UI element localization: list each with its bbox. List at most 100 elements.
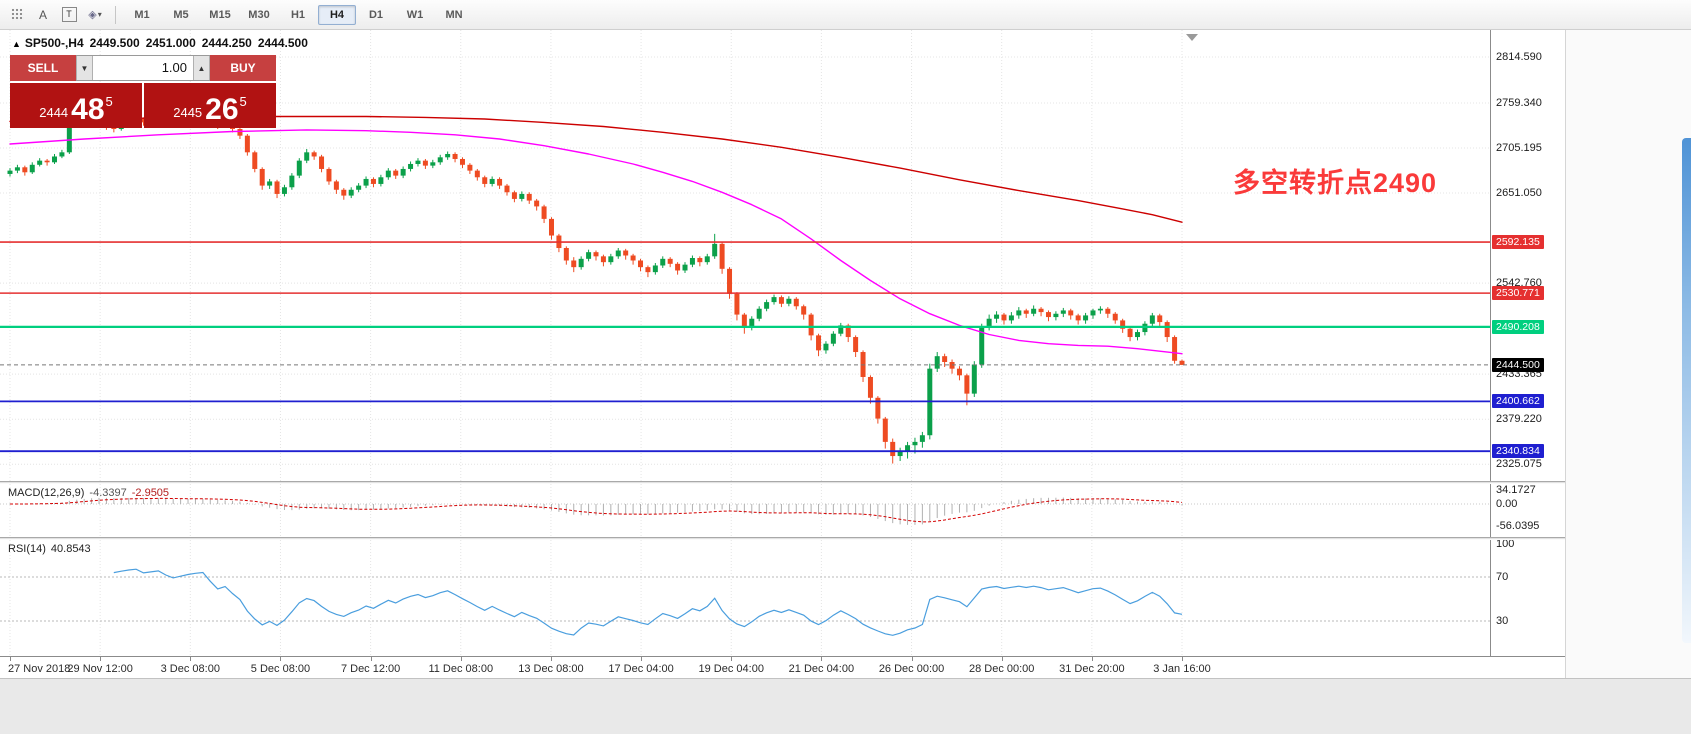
time-axis-tick <box>731 657 733 661</box>
bid-prefix: 2444 <box>39 105 69 120</box>
panel-splitter-macd[interactable] <box>0 481 1565 484</box>
price-axis-label: 2325.075 <box>1496 458 1542 470</box>
bid-price-button[interactable]: 2444 48 5 <box>10 83 142 128</box>
bottom-strip <box>0 678 1691 734</box>
draw-tools-button[interactable]: ◈ ▾ <box>82 4 108 26</box>
time-axis-tick <box>100 657 102 661</box>
price-level-tag: 2340.834 <box>1492 444 1544 458</box>
macd-axis-label: 0.00 <box>1496 498 1518 510</box>
ask-price-button[interactable]: 2445 26 5 <box>144 83 276 128</box>
time-axis-label: 29 Nov 12:00 <box>67 663 133 675</box>
rsi-axis-label: 70 <box>1496 571 1509 583</box>
rsi-name: RSI(14) <box>8 543 46 555</box>
symbol-title: SP500-,H4 <box>24 36 84 50</box>
time-axis-label: 28 Dec 00:00 <box>968 663 1035 675</box>
price-level-tag: 2490.208 <box>1492 320 1544 334</box>
time-axis-tick <box>1182 657 1183 661</box>
time-axis-label: 21 Dec 04:00 <box>788 663 855 675</box>
time-axis-label: 27 Nov 2018 <box>8 663 71 675</box>
price-level-tag: 2400.662 <box>1492 394 1544 408</box>
timeframe-mn[interactable]: MN <box>445 8 463 21</box>
time-axis-tick <box>911 657 913 661</box>
rsi-axis-label: 30 <box>1496 615 1509 627</box>
macd-label: MACD(12,26,9) -4.3397 -2.9505 <box>8 487 169 499</box>
macd-main-value: -4.3397 <box>89 487 127 499</box>
sell-button[interactable]: SELL <box>10 55 76 81</box>
text-frame-icon: T <box>61 7 77 22</box>
ohlc-close: 2444.500 <box>257 36 308 50</box>
time-axis-tick <box>641 657 643 661</box>
ask-big-digits: 26 <box>205 93 239 126</box>
volume-box: ▼ ▲ <box>76 55 210 81</box>
time-axis-tick <box>821 657 823 661</box>
time-axis-tick <box>550 657 552 661</box>
timeframe-d1[interactable]: D1 <box>368 8 384 21</box>
chart-annotation-text: 多空转折点2490 <box>1233 168 1438 198</box>
chevron-down-icon: ▾ <box>97 10 102 19</box>
volume-step-up[interactable]: ▲ <box>193 56 210 80</box>
grid-dots-icon <box>10 8 24 21</box>
toolbar: A T ◈ ▾ M1 M5 M15 M30 H1 H4 D1 W1 MN <box>0 0 1691 30</box>
rsi-panel-canvas[interactable] <box>0 540 1490 656</box>
toolbar-separator <box>115 5 116 24</box>
time-axis-tick <box>280 657 282 661</box>
right-empty-area <box>1565 30 1691 678</box>
bid-pip-digit: 5 <box>105 94 113 109</box>
time-axis-label: 31 Dec 20:00 <box>1059 663 1125 675</box>
price-axis[interactable]: 2814.590 2759.340 2705.195 2651.050 2542.760… <box>1490 30 1565 656</box>
window-marker-icon: ▲ <box>12 39 21 49</box>
price-axis-label: 2759.340 <box>1496 97 1542 109</box>
buy-button[interactable]: BUY <box>210 55 276 81</box>
volume-step-down[interactable]: ▼ <box>76 56 93 80</box>
ohlc-open: 2449.500 <box>89 36 140 50</box>
time-axis-tick <box>10 657 11 661</box>
panel-splitter-rsi[interactable] <box>0 537 1565 540</box>
text-annotation-button[interactable]: A <box>30 4 56 26</box>
volume-input[interactable] <box>93 56 193 80</box>
macd-signal-value: -2.9505 <box>131 487 170 499</box>
price-axis-label: 2379.220 <box>1496 413 1542 425</box>
time-axis-tick <box>370 657 372 661</box>
time-axis-tick <box>190 657 192 661</box>
time-axis-label: 11 Dec 08:00 <box>428 663 494 675</box>
rsi-value: 40.8543 <box>50 543 91 555</box>
ohlc-low: 2444.250 <box>201 36 252 50</box>
time-axis-label: 17 Dec 04:00 <box>608 663 674 675</box>
timeframe-m15[interactable]: M15 <box>209 8 231 21</box>
rsi-label: RSI(14) 40.8543 <box>8 543 91 555</box>
ask-pip-digit: 5 <box>239 94 247 109</box>
time-axis-label: 7 Dec 12:00 <box>340 663 401 675</box>
text-frame-button[interactable]: T <box>56 4 82 26</box>
time-axis-tick <box>1091 657 1093 661</box>
time-axis-label: 3 Jan 16:00 <box>1153 663 1211 675</box>
rsi-axis-label: 100 <box>1496 538 1515 550</box>
timeframe-group: M1 M5 M15 M30 H1 H4 D1 W1 MN <box>123 4 473 25</box>
time-axis[interactable]: 27 Nov 2018 29 Nov 12:00 3 Dec 08:00 5 Dec … <box>0 656 1565 678</box>
ohlc-high: 2451.000 <box>145 36 196 50</box>
timeframe-m5[interactable]: M5 <box>173 8 189 21</box>
time-axis-tick <box>1001 657 1003 661</box>
chart-title: ▲ SP500-,H4 2449.500 2451.000 2444.250 2444.5… <box>12 36 314 50</box>
timeframe-m1[interactable]: M1 <box>134 8 150 21</box>
time-axis-label: 5 Dec 08:00 <box>250 663 311 675</box>
timeframe-w1[interactable]: W1 <box>406 8 424 21</box>
ask-prefix: 2445 <box>173 105 203 120</box>
time-axis-label: 26 Dec 00:00 <box>878 663 945 675</box>
shapes-icon: ◈ <box>88 9 97 21</box>
time-axis-label: 19 Dec 04:00 <box>698 663 764 675</box>
time-axis-label: 13 Dec 08:00 <box>518 663 584 675</box>
price-axis-label: 2651.050 <box>1496 187 1542 199</box>
macd-axis-label: 34.1727 <box>1496 484 1536 496</box>
grip-icon[interactable] <box>4 4 30 26</box>
timeframe-m30[interactable]: M30 <box>248 8 270 21</box>
letter-a-icon: A <box>38 7 47 22</box>
price-level-tag: 2592.135 <box>1492 235 1544 249</box>
current-price-tag: 2444.500 <box>1492 358 1544 372</box>
timeframe-h1[interactable]: H1 <box>290 8 306 21</box>
macd-panel-canvas[interactable] <box>0 484 1490 537</box>
price-axis-label: 2705.195 <box>1496 142 1542 154</box>
price-axis-label: 2814.590 <box>1496 51 1542 63</box>
timeframe-h4[interactable]: H4 <box>318 4 356 25</box>
time-axis-tick <box>460 657 462 661</box>
